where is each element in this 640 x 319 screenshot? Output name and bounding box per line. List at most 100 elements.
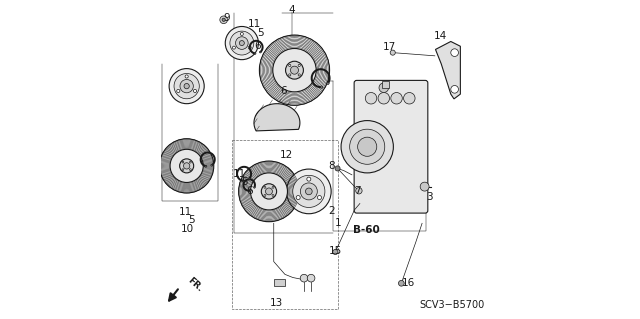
Text: 6: 6 — [255, 41, 261, 51]
Circle shape — [420, 182, 429, 191]
Circle shape — [272, 195, 274, 197]
Circle shape — [241, 33, 243, 35]
Circle shape — [180, 79, 193, 93]
Circle shape — [222, 18, 225, 21]
Text: 17: 17 — [383, 42, 396, 52]
Text: 7: 7 — [355, 186, 361, 196]
Circle shape — [177, 89, 180, 93]
Circle shape — [250, 173, 287, 210]
FancyBboxPatch shape — [354, 80, 428, 213]
Circle shape — [358, 137, 377, 156]
Text: SCV3−B5700: SCV3−B5700 — [420, 300, 485, 310]
Text: 2: 2 — [328, 205, 335, 216]
Text: 16: 16 — [402, 278, 415, 288]
Circle shape — [333, 249, 338, 255]
Circle shape — [180, 159, 194, 173]
Circle shape — [184, 84, 189, 89]
Circle shape — [239, 161, 300, 222]
Text: 5: 5 — [257, 28, 263, 39]
Circle shape — [378, 93, 390, 104]
Polygon shape — [435, 41, 460, 99]
Text: 9: 9 — [223, 12, 230, 23]
Circle shape — [182, 169, 184, 170]
Circle shape — [170, 149, 204, 182]
Circle shape — [174, 73, 199, 99]
Text: 13: 13 — [270, 298, 284, 308]
Circle shape — [205, 165, 207, 167]
Circle shape — [300, 183, 317, 200]
Circle shape — [289, 74, 291, 76]
Bar — [274, 279, 285, 286]
Circle shape — [399, 280, 404, 286]
Circle shape — [189, 169, 191, 170]
Circle shape — [259, 35, 330, 105]
Text: B-60: B-60 — [353, 225, 380, 235]
Circle shape — [298, 74, 300, 76]
Text: 3: 3 — [426, 192, 433, 202]
Text: 15: 15 — [329, 246, 342, 256]
Circle shape — [184, 163, 190, 169]
Circle shape — [250, 190, 252, 191]
Circle shape — [307, 274, 315, 282]
Circle shape — [185, 75, 188, 78]
Text: 14: 14 — [434, 31, 447, 41]
Circle shape — [259, 51, 261, 53]
Circle shape — [320, 86, 323, 88]
Circle shape — [248, 46, 252, 49]
Circle shape — [169, 69, 204, 104]
Circle shape — [285, 61, 303, 79]
Circle shape — [272, 186, 274, 188]
Circle shape — [159, 139, 214, 193]
Circle shape — [264, 186, 266, 188]
Circle shape — [211, 164, 212, 166]
Circle shape — [254, 53, 256, 54]
Text: 11: 11 — [233, 169, 246, 179]
Circle shape — [296, 196, 300, 200]
Circle shape — [248, 178, 250, 180]
Text: 6: 6 — [280, 86, 287, 96]
Circle shape — [379, 83, 388, 93]
Circle shape — [317, 196, 321, 200]
Text: 8: 8 — [328, 161, 335, 171]
Circle shape — [243, 180, 244, 182]
Text: 5: 5 — [188, 215, 195, 225]
Circle shape — [264, 195, 266, 197]
Circle shape — [327, 82, 329, 85]
Circle shape — [300, 274, 308, 282]
Bar — [382, 81, 388, 88]
Circle shape — [356, 188, 362, 194]
Circle shape — [341, 121, 394, 173]
Text: 1: 1 — [335, 218, 342, 228]
Circle shape — [335, 166, 340, 171]
Circle shape — [292, 175, 325, 207]
Circle shape — [451, 49, 458, 56]
Circle shape — [287, 169, 331, 214]
Text: 5: 5 — [241, 177, 248, 187]
Circle shape — [307, 177, 311, 181]
Circle shape — [193, 89, 196, 93]
Polygon shape — [254, 104, 300, 131]
Text: 10: 10 — [181, 224, 194, 234]
Circle shape — [390, 50, 396, 55]
Text: 4: 4 — [289, 5, 295, 15]
Circle shape — [305, 188, 312, 195]
Circle shape — [189, 161, 191, 163]
Circle shape — [391, 93, 403, 104]
Circle shape — [349, 129, 385, 164]
Text: 6: 6 — [246, 186, 253, 197]
Text: FR.: FR. — [186, 276, 204, 294]
Circle shape — [225, 26, 259, 60]
Circle shape — [253, 187, 255, 188]
Circle shape — [261, 184, 276, 199]
Circle shape — [289, 64, 291, 67]
Circle shape — [232, 46, 236, 49]
Circle shape — [239, 41, 244, 46]
Circle shape — [230, 31, 254, 55]
Circle shape — [182, 161, 184, 163]
Text: 11: 11 — [179, 207, 192, 217]
Circle shape — [266, 188, 273, 195]
Circle shape — [404, 93, 415, 104]
Circle shape — [291, 66, 298, 74]
Circle shape — [365, 93, 377, 104]
Circle shape — [451, 85, 458, 93]
